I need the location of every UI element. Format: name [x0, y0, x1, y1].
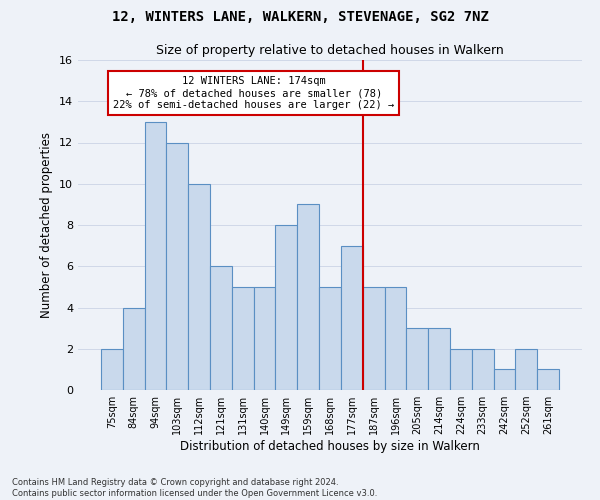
Bar: [210, 266, 232, 390]
Bar: [188, 184, 210, 390]
Bar: [254, 287, 275, 390]
Bar: [123, 308, 145, 390]
Bar: [428, 328, 450, 390]
Bar: [297, 204, 319, 390]
Y-axis label: Number of detached properties: Number of detached properties: [40, 132, 53, 318]
Bar: [319, 287, 341, 390]
Bar: [406, 328, 428, 390]
Bar: [275, 225, 297, 390]
Bar: [472, 349, 494, 390]
Bar: [145, 122, 166, 390]
Text: Contains HM Land Registry data © Crown copyright and database right 2024.
Contai: Contains HM Land Registry data © Crown c…: [12, 478, 377, 498]
Bar: [232, 287, 254, 390]
Bar: [494, 370, 515, 390]
X-axis label: Distribution of detached houses by size in Walkern: Distribution of detached houses by size …: [180, 440, 480, 453]
Bar: [166, 142, 188, 390]
Bar: [450, 349, 472, 390]
Text: 12, WINTERS LANE, WALKERN, STEVENAGE, SG2 7NZ: 12, WINTERS LANE, WALKERN, STEVENAGE, SG…: [112, 10, 488, 24]
Bar: [341, 246, 363, 390]
Bar: [537, 370, 559, 390]
Bar: [363, 287, 385, 390]
Bar: [101, 349, 123, 390]
Bar: [385, 287, 406, 390]
Text: 12 WINTERS LANE: 174sqm
← 78% of detached houses are smaller (78)
22% of semi-de: 12 WINTERS LANE: 174sqm ← 78% of detache…: [113, 76, 394, 110]
Title: Size of property relative to detached houses in Walkern: Size of property relative to detached ho…: [156, 44, 504, 58]
Bar: [515, 349, 537, 390]
